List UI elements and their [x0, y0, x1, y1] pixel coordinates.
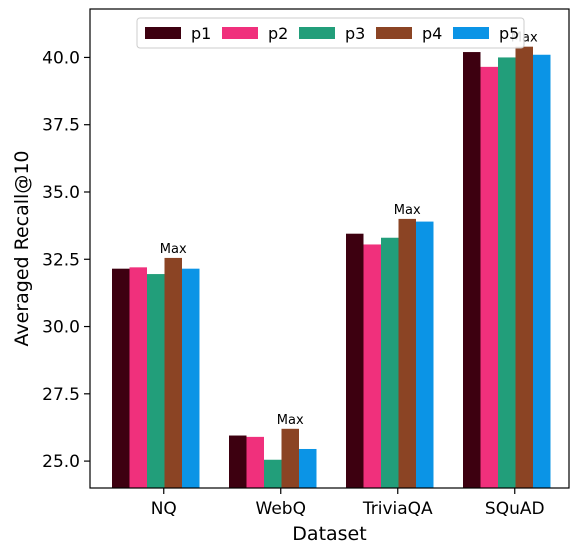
legend-swatch-p2 — [222, 27, 258, 39]
x-tick-label-nq: NQ — [151, 499, 177, 519]
bars-layer — [112, 46, 551, 489]
legend-label-p5: p5 — [499, 24, 519, 43]
bar-p3-squad — [498, 57, 516, 488]
bar-p5-triviaqa — [416, 221, 434, 488]
plot-frame — [89, 8, 570, 489]
y-tick-label: 30.0 — [42, 318, 80, 338]
y-tick-label: 25.0 — [42, 452, 80, 472]
legend-label-p1: p1 — [191, 24, 211, 43]
bar-p3-webq — [264, 459, 282, 488]
legend-swatch-p1 — [145, 27, 181, 39]
bar-p5-squad — [533, 54, 551, 488]
y-axis: 25.0 27.5 30.0 32.5 35.0 37.5 40.0 — [42, 48, 90, 472]
legend-swatch-p4 — [376, 27, 412, 39]
bar-p4-squad — [515, 46, 533, 488]
bar-p2-triviaqa — [363, 244, 381, 488]
bar-p2-webq — [246, 436, 264, 488]
bar-p1-squad — [463, 52, 481, 488]
max-annotation: Max — [277, 413, 304, 428]
max-annotation: Max — [394, 203, 421, 218]
x-tick-label-squad: SQuAD — [485, 499, 545, 519]
bar-p5-webq — [299, 448, 317, 488]
x-tick-label-triviaqa: TriviaQA — [362, 499, 433, 519]
bar-p3-nq — [147, 274, 165, 488]
legend-swatch-p3 — [299, 27, 335, 39]
bar-p4-triviaqa — [398, 218, 416, 489]
y-axis-label: Averaged Recall@10 — [11, 151, 33, 347]
y-tick-label: 40.0 — [42, 48, 80, 68]
y-tick-label: 35.0 — [42, 183, 80, 203]
y-tick-label: 27.5 — [42, 385, 80, 405]
legend-swatch-p5 — [453, 27, 489, 39]
legend-label-p4: p4 — [422, 24, 442, 43]
y-tick-label: 32.5 — [42, 250, 80, 270]
legend-label-p2: p2 — [268, 24, 288, 43]
bar-p4-webq — [281, 428, 299, 488]
bar-p3-triviaqa — [381, 237, 399, 488]
bar-p2-nq — [129, 267, 147, 488]
y-tick-label: 37.5 — [42, 116, 80, 136]
x-axis: NQ WebQ TriviaQA SQuAD — [151, 488, 545, 519]
legend: p1 p2 p3 p4 p5 — [136, 17, 525, 49]
bar-p5-nq — [182, 268, 200, 488]
legend-label-p3: p3 — [345, 24, 365, 43]
bar-p4-nq — [164, 257, 182, 488]
bar-p2-squad — [480, 66, 498, 488]
bar-p1-nq — [112, 268, 130, 488]
x-axis-label: Dataset — [292, 523, 366, 545]
bar-p1-webq — [229, 435, 247, 488]
x-tick-label-webq: WebQ — [256, 499, 306, 519]
bar-p1-triviaqa — [346, 233, 364, 488]
max-annotation: Max — [160, 242, 187, 257]
